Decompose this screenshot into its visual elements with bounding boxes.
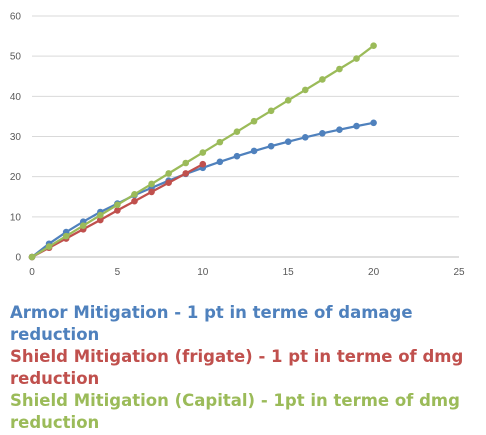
- data-point: [62, 232, 70, 240]
- y-tick-label: 40: [10, 92, 22, 103]
- x-tick-label: 25: [453, 267, 465, 278]
- x-tick-label: 0: [29, 267, 35, 278]
- x-tick-label: 15: [283, 267, 295, 278]
- y-tick-label: 50: [10, 52, 22, 63]
- data-point: [199, 160, 207, 168]
- series-1: [28, 160, 207, 261]
- series-layer: [28, 42, 377, 261]
- legend-entry-shield-mitigation-frigate: Shield Mitigation (frigate) - 1 pt in te…: [10, 347, 464, 388]
- data-point: [267, 107, 275, 115]
- data-point: [216, 138, 224, 146]
- data-point: [182, 159, 190, 167]
- data-point: [28, 253, 36, 261]
- data-point: [148, 180, 155, 188]
- legend-entry-armor-mitigation: Armor Mitigation - 1 pt in terme of dama…: [10, 303, 413, 344]
- data-point: [353, 122, 360, 130]
- data-point: [233, 128, 241, 135]
- data-point: [131, 197, 138, 205]
- data-point: [216, 158, 224, 166]
- y-tick-label: 60: [10, 12, 22, 23]
- data-point: [301, 86, 309, 94]
- data-point: [301, 134, 309, 141]
- data-point: [233, 152, 241, 160]
- y-tick-label: 10: [10, 212, 22, 223]
- x-tick-label: 5: [115, 267, 121, 278]
- gridlines: [32, 15, 459, 218]
- data-point: [370, 42, 377, 50]
- data-point: [114, 207, 121, 214]
- data-point: [319, 129, 326, 137]
- data-point: [370, 119, 377, 127]
- series-2: [28, 42, 377, 261]
- data-point: [182, 170, 190, 177]
- data-point: [97, 216, 104, 224]
- data-point: [165, 170, 172, 177]
- data-point: [165, 179, 172, 186]
- x-tick-label: 20: [368, 267, 380, 278]
- data-point: [79, 222, 87, 229]
- y-axis-tick-labels: 0 10 20 30 40 50 60: [10, 12, 22, 264]
- data-point: [250, 117, 258, 125]
- line-chart: 0 10 20 30 40 50 60 0 5 10 15 20 25: [10, 12, 465, 279]
- data-point: [97, 211, 104, 219]
- y-tick-label: 0: [15, 253, 21, 264]
- x-tick-label: 10: [197, 267, 209, 278]
- data-point: [267, 142, 275, 150]
- data-point: [250, 147, 258, 155]
- x-axis-tick-labels: 0 5 10 15 20 25: [29, 267, 465, 278]
- data-point: [45, 243, 53, 250]
- legend-entry-shield-mitigation-capital: Shield Mitigation (Capital) - 1pt in ter…: [10, 391, 460, 432]
- series-line: [30, 121, 375, 259]
- data-point: [114, 201, 121, 209]
- data-point: [319, 76, 326, 83]
- data-point: [148, 188, 155, 196]
- y-tick-label: 20: [10, 172, 22, 183]
- data-point: [131, 191, 138, 198]
- data-point: [199, 149, 207, 156]
- legend: Armor Mitigation - 1 pt in terme of dama…: [10, 302, 484, 434]
- data-point: [284, 138, 292, 146]
- data-point: [336, 126, 343, 133]
- y-tick-label: 30: [10, 132, 22, 143]
- data-point: [284, 97, 292, 104]
- data-point: [353, 55, 360, 62]
- data-point: [336, 65, 343, 73]
- series-0: [28, 119, 377, 261]
